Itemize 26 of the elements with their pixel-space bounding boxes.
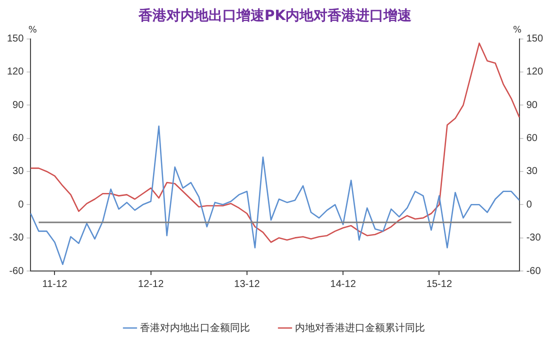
y2-tick-label: 30 — [526, 166, 538, 178]
y-tick-label: 60 — [12, 133, 24, 144]
y-tick-label: 0 — [18, 199, 24, 210]
x-tick-label: 12-12 — [138, 278, 164, 290]
x-tick-label: 14-12 — [330, 278, 356, 290]
y2-axis-title: % — [513, 26, 522, 36]
legend-label: 内地对香港进口金额累计同比 — [295, 322, 425, 334]
y2-tick-label: 0 — [526, 199, 532, 210]
y-tick-label: -30 — [9, 232, 24, 244]
y2-tick-label: 90 — [526, 100, 538, 111]
y-tick-label: 30 — [12, 166, 24, 178]
legend-label: 香港对内地出口金额同比 — [140, 322, 250, 334]
y2-tick-label: -60 — [526, 266, 542, 277]
y-tick-label: 90 — [12, 100, 24, 111]
x-tick-label: 15-12 — [426, 278, 452, 290]
y2-tick-label: -30 — [526, 232, 542, 244]
y2-tick-label: 60 — [526, 133, 538, 144]
x-tick-label: 11-12 — [42, 278, 68, 290]
chart-title: 香港对内地出口增速PK内地对香港进口增速 — [137, 8, 413, 24]
y-axis-title: % — [28, 26, 38, 36]
y2-tick-label: 120 — [526, 66, 544, 78]
x-tick-label: 13-12 — [234, 278, 260, 290]
y-tick-label: -60 — [9, 266, 24, 277]
y-tick-label: 150 — [6, 34, 24, 45]
y-tick-label: 120 — [6, 66, 24, 78]
y2-tick-label: 150 — [526, 34, 544, 45]
